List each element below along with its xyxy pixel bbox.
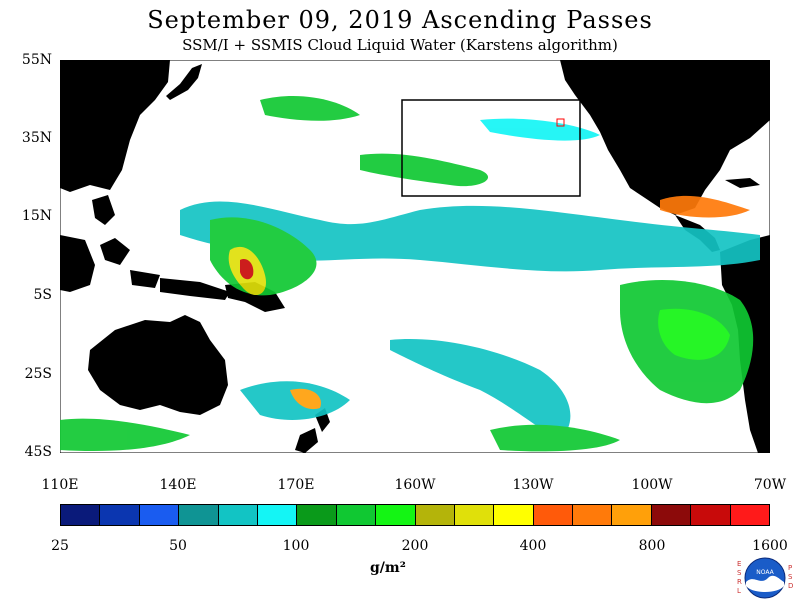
marker-square [556,118,565,127]
cloud-liquid-water-map [60,60,770,453]
colorbar-swatch-1 [100,505,140,525]
colorbar-swatch-2 [139,505,180,525]
colorbar-swatch-5 [257,505,298,525]
colorbar-swatch-13 [573,505,613,525]
colorbar-swatch-8 [376,505,416,525]
lat-label-5s: 5S [33,287,53,303]
lat-label-25s: 25S [24,366,52,382]
colorbar-tick-200: 200 [401,538,429,554]
colorbar-swatch-4 [218,505,258,525]
lon-label-110e: 110E [41,477,79,493]
colorbar-swatch-3 [179,505,219,525]
colorbar-tick-50: 50 [169,538,187,554]
colorbar-swatch-16 [691,505,731,525]
colorbar-swatch-7 [336,505,377,525]
lon-label-70w: 70W [753,477,787,493]
region-box [401,99,581,197]
lon-label-160w: 160W [394,477,436,493]
lat-label-15n: 15N [21,208,52,224]
logo-left-l: L [737,587,741,595]
noaa-logo: NOAA E S R L P S D [737,557,793,599]
logo-left-s: S [737,569,742,577]
logo-right-d: D [788,582,793,590]
colorbar-tick-400: 400 [519,538,547,554]
colorbar-tick-25: 25 [51,538,69,554]
colorbar-swatch-6 [297,505,337,525]
colorbar-swatch-11 [494,505,534,525]
lat-label-55n: 55N [21,52,52,68]
lat-label-45s: 45S [24,444,52,460]
logo-left-e: E [737,560,741,568]
logo-right-s: S [788,573,793,581]
lat-label-35n: 35N [21,130,52,146]
lon-label-130w: 130W [512,477,554,493]
colorbar-swatch-10 [454,505,495,525]
colorbar-swatch-17 [730,505,770,525]
colorbar-tick-1600: 1600 [752,538,788,554]
lon-label-100w: 100W [631,477,673,493]
lon-label-170e: 170E [277,477,315,493]
map-subtitle: SSM/I + SSMIS Cloud Liquid Water (Karste… [182,36,618,54]
lon-label-140e: 140E [159,477,197,493]
logo-left-r: R [737,578,742,586]
colorbar [60,504,770,526]
cloud-water-field [60,95,760,452]
colorbar-units: g/m² [370,560,406,576]
logo-center-text: NOAA [756,569,774,576]
colorbar-swatch-15 [651,505,692,525]
colorbar-swatch-9 [415,505,455,525]
colorbar-swatch-0 [61,505,101,525]
colorbar-swatch-12 [533,505,574,525]
colorbar-tick-100: 100 [282,538,310,554]
map-title: September 09, 2019 Ascending Passes [147,6,653,34]
logo-right-p: P [788,564,792,572]
colorbar-tick-800: 800 [638,538,666,554]
colorbar-swatch-14 [612,505,652,525]
